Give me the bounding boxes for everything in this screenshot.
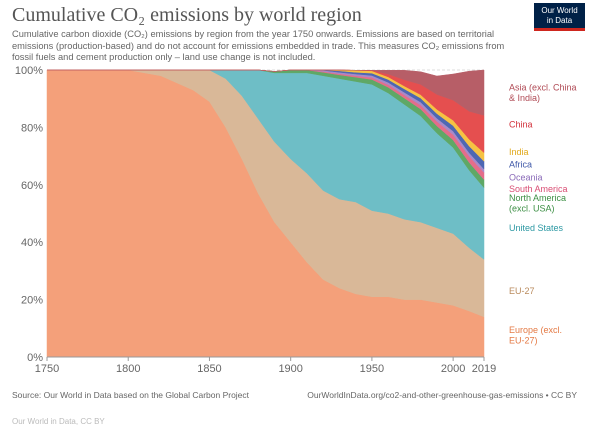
legend-label-europe-excl-eu-27[interactable]: EU-27) — [509, 336, 538, 346]
area-asia-excl-china-india[interactable] — [47, 69, 485, 116]
legend-label-north-america-excl-usa[interactable]: (excl. USA) — [509, 204, 555, 214]
logo-line-2: in Data — [546, 15, 573, 25]
y-tick-label: 80% — [21, 122, 43, 134]
legend: Asia (excl. China& India) China India Afric… — [509, 83, 577, 346]
y-tick-label: 60% — [21, 180, 43, 192]
area-series — [46, 69, 485, 358]
legend-label-united-states[interactable]: United States — [509, 223, 564, 233]
owid-logo[interactable]: Our World in Data — [534, 3, 585, 31]
legend-label-europe-excl-eu-27[interactable]: Europe (excl. — [509, 325, 562, 335]
x-tick-label: 1750 — [35, 363, 59, 375]
y-axis: 0% 20% 40% 60% 80% 100% — [15, 65, 43, 364]
legend-label-asia-excl-china-india[interactable]: Asia (excl. China — [509, 83, 577, 93]
legend-label-china[interactable]: China — [509, 120, 533, 130]
y-tick-label: 0% — [27, 352, 43, 364]
source-note: Source: Our World in Data based on the G… — [12, 390, 250, 400]
stacked-area-chart: 0% 20% 40% 60% 80% 100% 1750 1800 1850 1900 1950 2… — [15, 65, 577, 375]
x-tick-label: 1800 — [116, 363, 140, 375]
legend-label-africa[interactable]: Africa — [509, 160, 532, 170]
legend-label-eu-27[interactable]: EU-27 — [509, 286, 535, 296]
logo-line-1: Our World — [541, 6, 578, 15]
credit-note: Our World in Data, CC BY — [12, 417, 105, 426]
legend-label-north-america-excl-usa[interactable]: North America — [509, 193, 566, 203]
x-tick-label: 2000 — [441, 363, 465, 375]
legend-label-india[interactable]: India — [509, 147, 529, 157]
y-tick-label: 20% — [21, 295, 43, 307]
chart-title: Cumulative CO₂ emissions by world region — [12, 4, 362, 26]
legend-label-asia-excl-china-india[interactable]: & India) — [509, 93, 540, 103]
chart-subtitle: Cumulative carbon dioxide (CO₂) emission… — [12, 29, 505, 62]
x-axis: 1750 1800 1850 1900 1950 2000 2019 — [35, 356, 496, 375]
x-tick-label: 1950 — [360, 363, 384, 375]
x-tick-label: 2019 — [472, 363, 496, 375]
y-tick-label: 100% — [15, 65, 43, 77]
source-url[interactable]: OurWorldInData.org/co2-and-other-greenho… — [307, 390, 577, 400]
legend-label-oceania[interactable]: Oceania — [509, 173, 543, 183]
y-tick-label: 40% — [21, 237, 43, 249]
legend-label-south-america[interactable]: South America — [509, 184, 568, 194]
x-tick-label: 1850 — [197, 363, 221, 375]
x-tick-label: 1900 — [278, 363, 302, 375]
